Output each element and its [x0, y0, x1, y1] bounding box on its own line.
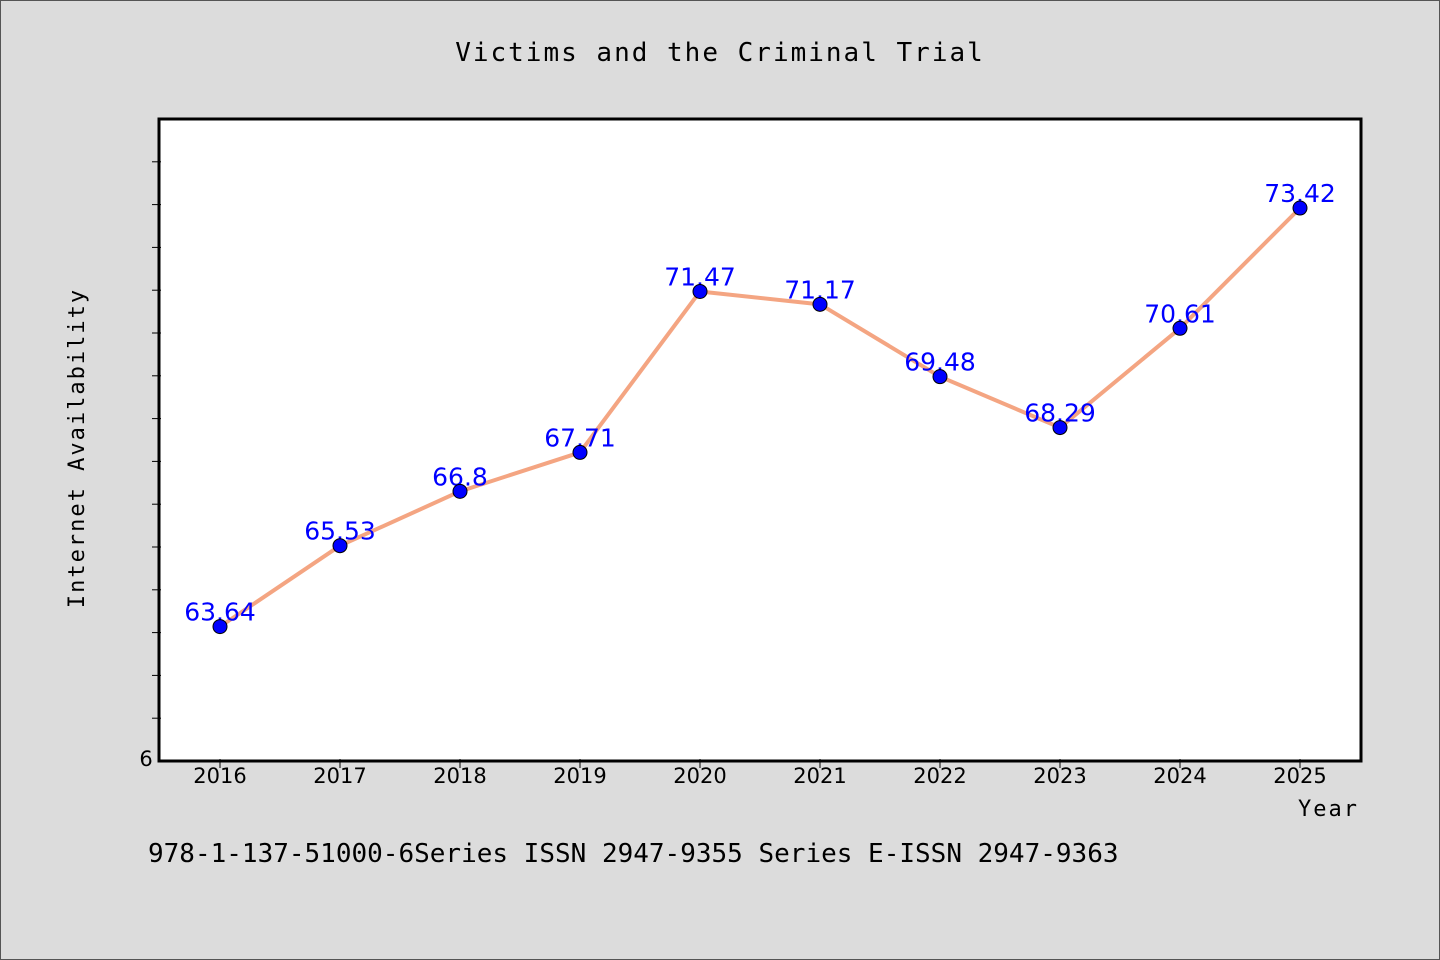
data-point [572, 444, 588, 460]
data-point [332, 538, 348, 554]
x-tick-label: 2018 [433, 764, 486, 788]
data-point [1292, 200, 1308, 216]
x-axis-ticks [219, 759, 1301, 768]
x-tick-label: 2016 [193, 764, 246, 788]
series-markers [212, 200, 1308, 635]
data-point [692, 283, 708, 299]
chart-title: Victims and the Criminal Trial [455, 38, 985, 68]
x-tick-label: 2021 [793, 764, 846, 788]
x-tick-label: 2022 [913, 764, 966, 788]
x-tick-label: 2024 [1153, 764, 1206, 788]
data-point [452, 483, 468, 499]
data-point [812, 296, 828, 312]
series-line [218, 206, 1302, 629]
x-tick-label: 2025 [1273, 764, 1326, 788]
data-point [212, 619, 228, 635]
plot-area [157, 117, 1363, 763]
data-point [1052, 420, 1068, 436]
x-tick-label: 2017 [313, 764, 366, 788]
x-axis-label: Year [1298, 797, 1359, 822]
footer-text: 978-1-137-51000-6Series ISSN 2947-9355 S… [148, 839, 1119, 869]
data-point [932, 369, 948, 385]
y-axis-ticks [152, 161, 161, 719]
x-axis-tick-labels: 2016 2017 2018 2019 2020 2021 2022 2023 2024 2025 [193, 764, 1326, 788]
y-axis-label: Internet Availability [65, 288, 90, 608]
y-tick-label: 6 [139, 747, 152, 771]
x-tick-label: 2019 [553, 764, 606, 788]
x-tick-label: 2020 [673, 764, 726, 788]
data-point [1172, 320, 1188, 336]
x-tick-label: 2023 [1033, 764, 1086, 788]
